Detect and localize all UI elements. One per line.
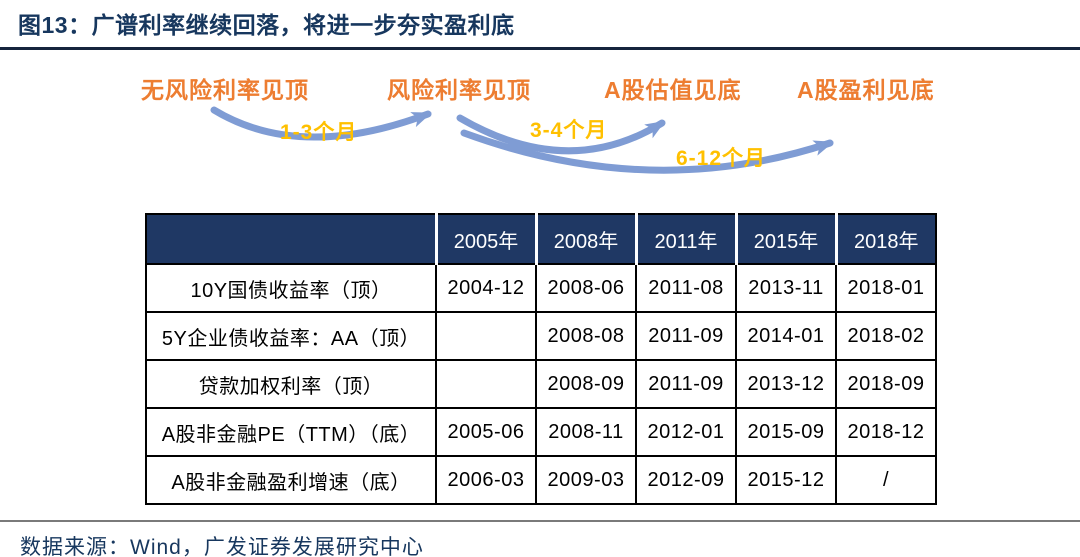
row-label-a-share-pe: A股非金融PE（TTM）（底）	[145, 407, 437, 457]
data-source-line: 数据来源：Wind，广发证券发展研究中心	[20, 536, 424, 557]
stage-a-share-earnings-bottom: A股盈利见底	[797, 77, 935, 103]
header-2011: 2011年	[634, 214, 736, 265]
stage-a-share-valuation-bottom: A股估值见底	[604, 77, 742, 103]
cell: 2006-03	[435, 455, 537, 505]
table-row: 10Y国债收益率（顶） 2004-12 2008-06 2011-08 2013…	[145, 263, 937, 313]
cell: 2012-09	[635, 455, 737, 505]
stage-risk-rate-peak: 风险利率见顶	[387, 77, 531, 103]
table-row: 5Y企业债收益率：AA（顶） 2008-08 2011-09 2014-01 2…	[145, 311, 937, 361]
table-header-row: 2005年 2008年 2011年 2015年 2018年	[146, 214, 936, 265]
cell: 2014-01	[735, 311, 837, 361]
cell: 2015-09	[735, 407, 837, 457]
cell: 2005-06	[435, 407, 537, 457]
rate-cycle-table: 2005年 2008年 2011年 2015年 2018年 10Y国债收益率（顶…	[145, 213, 937, 505]
cell: 2018-02	[835, 311, 937, 361]
cell: 2015-12	[735, 455, 837, 505]
flow-arrows-canvas	[210, 106, 834, 174]
arrow-risk-to-earnings-icon	[460, 129, 834, 174]
cell: 2011-08	[635, 263, 737, 313]
cell: /	[835, 455, 937, 505]
table-row: A股非金融盈利增速（底） 2006-03 2009-03 2012-09 201…	[145, 455, 937, 505]
cell: 2012-01	[635, 407, 737, 457]
cell: 2013-12	[735, 359, 837, 409]
cell: 2013-11	[735, 263, 837, 313]
header-2008: 2008年	[534, 214, 636, 265]
duration-1-3-months: 1-3个月	[280, 121, 358, 144]
cell: 2008-11	[535, 407, 637, 457]
rate-cycle-table-wrap: 2005年 2008年 2011年 2015年 2018年 10Y国债收益率（顶…	[145, 213, 1080, 505]
cell	[435, 311, 537, 361]
figure-title: 图13：广谱利率继续回落，将进一步夯实盈利底	[18, 12, 515, 38]
table-row: 贷款加权利率（顶） 2008-09 2011-09 2013-12 2018-0…	[145, 359, 937, 409]
row-label-a-share-earnings-growth: A股非金融盈利增速（底）	[145, 455, 437, 505]
cell: 2004-12	[435, 263, 537, 313]
header-2005: 2005年	[434, 214, 536, 265]
row-label-weighted-loan-rate: 贷款加权利率（顶）	[145, 359, 437, 409]
table-row: A股非金融PE（TTM）（底） 2005-06 2008-11 2012-01 …	[145, 407, 937, 457]
cell	[435, 359, 537, 409]
cell: 2018-12	[835, 407, 937, 457]
arrow-riskfree-to-risk-icon	[210, 106, 432, 141]
cell: 2018-09	[835, 359, 937, 409]
arrow-risk-to-valuation-icon	[456, 114, 666, 155]
figure-title-block: 图13：广谱利率继续回落，将进一步夯实盈利底	[0, 0, 1080, 50]
footer-divider	[0, 520, 1080, 522]
duration-6-12-months: 6-12个月	[676, 147, 767, 170]
duration-3-4-months: 3-4个月	[530, 119, 608, 142]
cell: 2008-06	[535, 263, 637, 313]
cell: 2018-01	[835, 263, 937, 313]
cell: 2009-03	[535, 455, 637, 505]
rate-transmission-flow-diagram: 无风险利率见顶 风险利率见顶 A股估值见底 A股盈利见底 1-3个月 3-4个月…	[0, 50, 1080, 205]
cell: 2011-09	[635, 359, 737, 409]
row-label-5y-corporate-bond: 5Y企业债收益率：AA（顶）	[145, 311, 437, 361]
cell: 2008-08	[535, 311, 637, 361]
row-label-10y-treasury: 10Y国债收益率（顶）	[145, 263, 437, 313]
stage-riskfree-rate-peak: 无风险利率见顶	[141, 77, 309, 103]
header-2018: 2018年	[834, 214, 936, 265]
cell: 2011-09	[635, 311, 737, 361]
header-2015: 2015年	[734, 214, 836, 265]
cell: 2008-09	[535, 359, 637, 409]
header-indicator-blank	[146, 214, 436, 265]
